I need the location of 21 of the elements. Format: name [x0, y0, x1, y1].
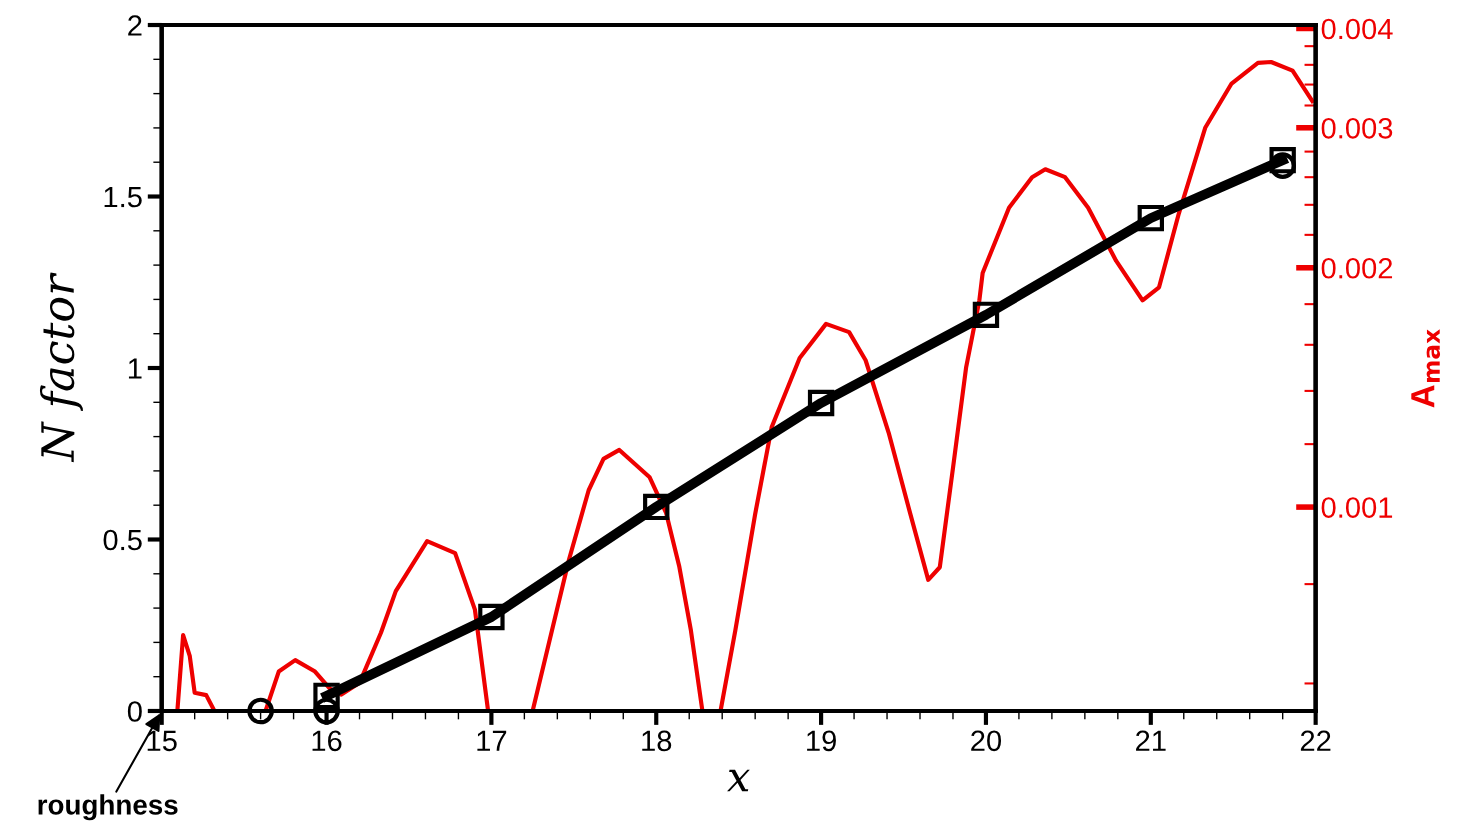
- y-tick-label: 0.5: [103, 529, 142, 551]
- x-tick-label: 22: [1300, 730, 1331, 751]
- text: roughness: [38, 794, 178, 821]
- y-axis-title: N factor: [39, 272, 83, 463]
- y-tick-label: 2: [128, 15, 142, 36]
- x-tick-label: 17: [477, 730, 507, 751]
- x-tick-label: 19: [807, 730, 836, 752]
- x-tick-label: 15: [147, 730, 177, 752]
- y2-tick-label: 0.003: [1321, 117, 1393, 139]
- x-tick-label: 16: [312, 730, 342, 752]
- y-tick-label: 1: [128, 358, 142, 379]
- x-axis-title: x: [727, 769, 750, 792]
- x-tick-label: 18: [642, 730, 672, 752]
- y-tick-label: 0: [127, 701, 142, 722]
- y2-tick-label: 0.001: [1321, 497, 1393, 518]
- x-tick-label: 20: [971, 730, 1002, 752]
- y2-tick-label: 0.004: [1321, 18, 1393, 40]
- x-tick-label: 21: [1136, 730, 1166, 751]
- y2-tick-label: 0.002: [1321, 257, 1393, 279]
- y-tick-label: 1.5: [104, 187, 142, 208]
- y2-axis-title: A$_{max}$: [1411, 329, 1441, 408]
